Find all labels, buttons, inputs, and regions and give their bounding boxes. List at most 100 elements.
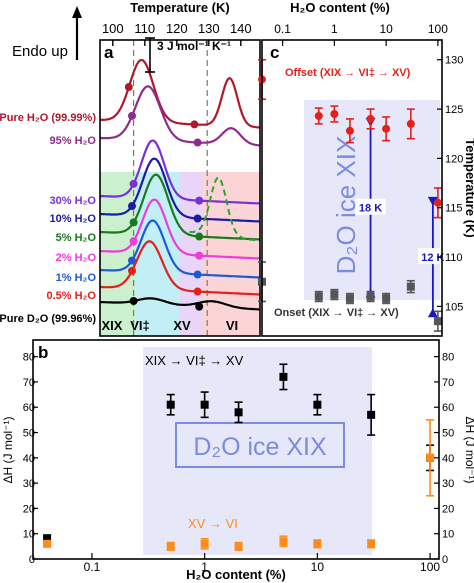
c-xtick-label-1: 1 <box>331 22 338 36</box>
panel-b-ylabel-left: ΔH (J mol⁻¹) <box>1 416 15 483</box>
region-label-2: VI‡ <box>130 318 150 333</box>
b-ytick-label-right-40: 40 <box>442 453 454 465</box>
series-label-9: Pure D₂O (99.96%) <box>0 313 96 325</box>
panel-c-ylabel: Temperature (K) <box>463 138 474 237</box>
region-label-1: XIX <box>102 318 123 333</box>
offset-dot-5 <box>195 232 204 241</box>
a-xtick-label-140: 140 <box>230 21 252 36</box>
c-point-1-3 <box>345 294 354 303</box>
onset-dot-6 <box>129 237 138 246</box>
panel-b-letter: b <box>38 343 48 362</box>
endo-arrow-head <box>72 6 82 18</box>
endo-up-label: Endo up <box>12 43 68 60</box>
b-ytick-label-left-10: 10 <box>23 529 35 541</box>
panel-b-series2-label: XV → VI <box>188 516 238 531</box>
onset-dot-3 <box>129 179 138 188</box>
b-xtick-label-1: 1 <box>201 560 208 574</box>
onset-dot-7 <box>128 256 136 265</box>
series-label-7: 1% H₂O <box>56 272 97 284</box>
panel-c-onset-label: Onset (XIX → VI‡ → XV) <box>274 307 399 319</box>
onset-dot-2 <box>128 111 136 120</box>
c-xtick-label-100: 100 <box>428 22 448 36</box>
c-ann-bg-1 <box>355 198 386 215</box>
c-xtick-label-10: 10 <box>379 22 393 36</box>
c-point-0-6 <box>406 119 415 128</box>
c-ann-arrow-top-2 <box>427 196 438 206</box>
b-point-0-5 <box>313 400 322 409</box>
c-point-0-5 <box>382 124 391 133</box>
c-ytick-label-120: 120 <box>445 153 463 165</box>
panel-c-frame <box>261 39 443 337</box>
curve-7 <box>99 219 261 279</box>
offset-dot-9 <box>195 302 204 311</box>
c-point-1-1 <box>314 292 323 301</box>
curve-6 <box>99 198 261 260</box>
offset-dot-3 <box>195 196 204 205</box>
a-xtick-label-100: 100 <box>102 21 124 36</box>
b-ytick-label-left-60: 60 <box>23 402 35 414</box>
curve-5pct-dashed <box>189 176 261 242</box>
c-point-0-3 <box>345 126 354 135</box>
c-xtick-label-0.1: 0.1 <box>274 22 291 36</box>
panel-b: D₂O ice XIX 0 0 10 10 20 20 30 30 40 40 50 50 60 60 70… <box>1 339 474 582</box>
b-point-1-5 <box>313 539 322 548</box>
scale-bar-label: 3 J mol⁻¹ K⁻¹ <box>157 39 231 53</box>
offset-dot-2 <box>193 138 202 147</box>
region-label-4: VI <box>226 318 238 333</box>
series-label-2: 95% H₂O <box>50 135 97 147</box>
b-point-1-3 <box>234 542 243 551</box>
b-point-1-2 <box>200 539 209 548</box>
c-ann-arrow-bot-2 <box>427 308 438 318</box>
b-point-0-6 <box>367 410 376 419</box>
c-point-1-2 <box>330 290 339 299</box>
c-ytick-label-105: 105 <box>445 301 463 313</box>
series-label-5: 5% H₂O <box>56 232 97 244</box>
panel-b-label-box <box>175 422 345 468</box>
b-ytick-label-right-60: 60 <box>442 402 454 414</box>
b-point-1-1 <box>166 542 175 551</box>
curve-5 <box>99 173 261 241</box>
onset-dot-4 <box>128 202 136 211</box>
offset-dot-8 <box>193 287 202 296</box>
b-ytick-label-left-20: 20 <box>23 503 35 515</box>
c-point-1-6 <box>406 282 415 291</box>
panel-a-letter: a <box>104 43 114 62</box>
b-point-0-3 <box>234 408 243 417</box>
panel-b-ylabel-right: ΔH (J mol⁻¹) <box>463 416 474 483</box>
series-label-6: 2% H₂O <box>56 252 97 264</box>
c-ann-bg-2 <box>417 248 448 265</box>
b-ytick-label-right-30: 30 <box>442 478 454 490</box>
b-ytick-label-left-40: 40 <box>23 453 35 465</box>
c-ann-label-1: 18 K <box>359 203 382 215</box>
panel-b-box-label: D₂O ice XIX <box>193 433 327 461</box>
curve-3 <box>99 139 261 205</box>
region-2 <box>135 172 180 336</box>
panel-b-xlabel: H₂O content (%) <box>186 567 286 582</box>
b-point-0-4 <box>279 372 288 381</box>
c-ytick-label-130: 130 <box>445 55 463 67</box>
c-point-1-7 <box>433 317 442 326</box>
c-ytick-label-125: 125 <box>445 104 463 116</box>
c-ytick-label-110: 110 <box>445 252 463 264</box>
c-point-0-2 <box>330 110 339 118</box>
series-label-8: 0.5% H₂O <box>46 290 96 302</box>
series-label-4: 10% H₂O <box>50 213 97 225</box>
a-xtick-label-130: 130 <box>198 21 220 36</box>
c-point-0-7 <box>433 198 442 207</box>
b-ytick-label-left-70: 70 <box>23 377 35 389</box>
b-ytick-label-right-20: 20 <box>442 503 454 515</box>
panel-b-series1-label: XIX → VI‡ → XV <box>145 353 244 368</box>
panel-c-letter: c <box>270 43 279 62</box>
b-ytick-label-left-30: 30 <box>23 478 35 490</box>
b-ytick-label-right-0: 0 <box>442 554 448 566</box>
offset-dot-6 <box>195 251 204 260</box>
b-ytick-label-right-80: 80 <box>442 352 454 364</box>
panel-c-offset-label: Offset (XIX → VI‡ → XV) <box>285 67 411 79</box>
c-ann-label-2: 12 K <box>421 252 444 264</box>
series-label-1: Pure H₂O (99.99%) <box>0 112 96 124</box>
onset-dot-8 <box>128 266 136 275</box>
b-xtick-label-0.1: 0.1 <box>84 560 101 574</box>
panel-a-xlabel: Temperature (K) <box>130 0 229 15</box>
b-ytick-label-left-0: 0 <box>29 554 35 566</box>
